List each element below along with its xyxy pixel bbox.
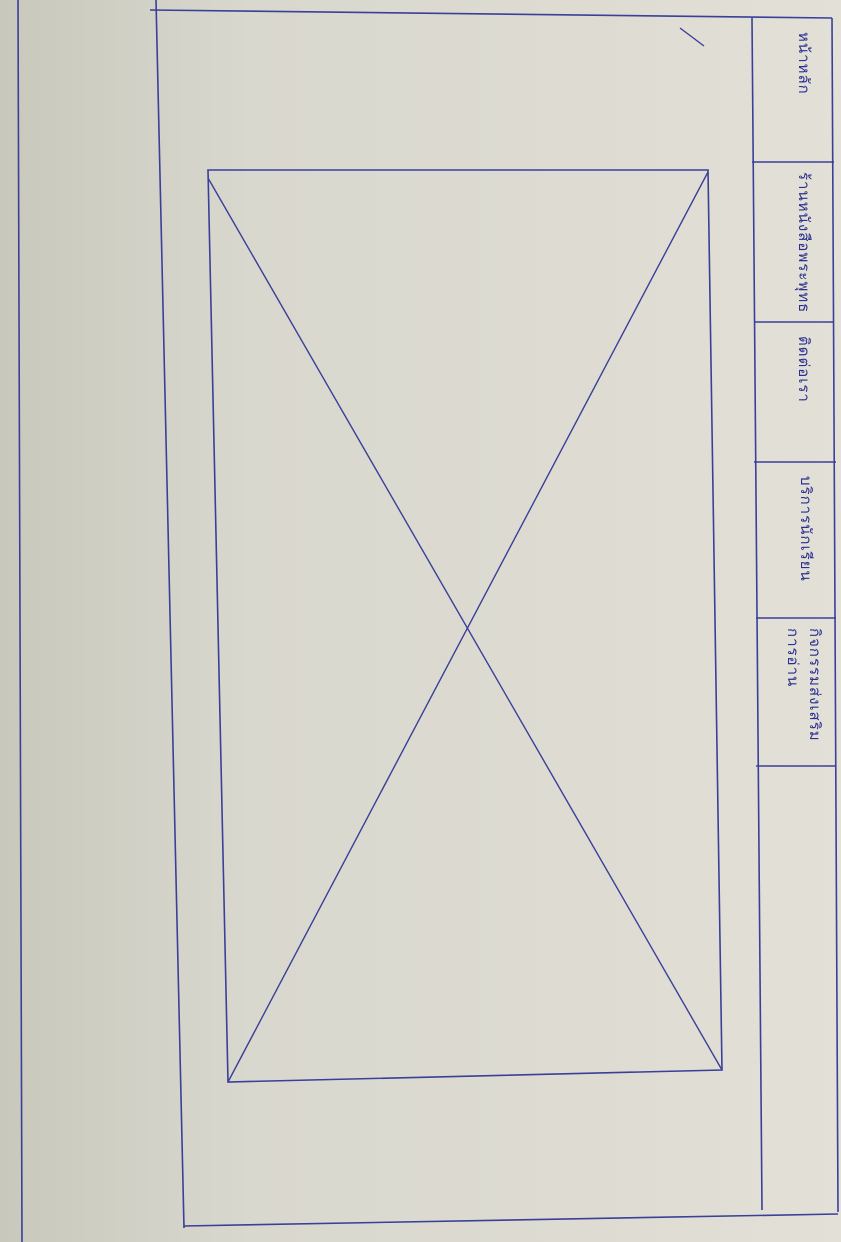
image-placeholder-box — [207, 169, 723, 1083]
content-left-border — [155, 0, 185, 1229]
nav-item-home[interactable]: หน้าหลัก — [795, 32, 813, 95]
nav-item-student-service[interactable]: บริการนักเรียน — [797, 476, 815, 582]
corner-mark — [679, 27, 705, 47]
nav-bar-inner-border — [751, 17, 763, 1211]
top-border — [149, 9, 833, 19]
placeholder-diagonal — [227, 171, 709, 1083]
placeholder-diagonal — [207, 177, 723, 1071]
nav-item-bookstore[interactable]: ร้านหนังสือพระพุทธ — [795, 172, 813, 314]
nav-item-reading-activities[interactable]: กิจกรรมส่งเสริมการอ่าน — [784, 628, 824, 742]
page-left-margin-line — [17, 0, 23, 1242]
nav-item-contact[interactable]: ติดต่อเรา — [795, 336, 813, 403]
bottom-border — [183, 1213, 839, 1227]
nav-bar-outer-border — [831, 17, 839, 1213]
